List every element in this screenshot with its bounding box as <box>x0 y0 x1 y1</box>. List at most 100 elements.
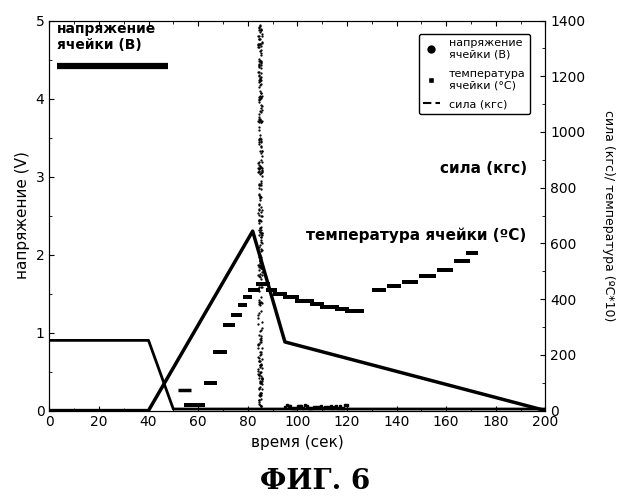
Point <box>255 261 265 269</box>
Point <box>256 208 266 216</box>
Point <box>254 309 264 317</box>
Point <box>256 298 266 306</box>
Point <box>256 138 266 145</box>
Point <box>254 23 264 31</box>
Point <box>254 287 264 295</box>
Point <box>256 271 266 279</box>
Point <box>254 168 264 176</box>
Point <box>254 26 264 34</box>
Point <box>255 92 265 100</box>
Text: напряжение
ячейки (В): напряжение ячейки (В) <box>57 22 156 52</box>
Point <box>255 75 265 83</box>
Point <box>255 264 265 272</box>
Point <box>255 88 265 96</box>
Point <box>256 389 266 397</box>
Point <box>254 60 264 68</box>
Point <box>256 402 266 410</box>
Point <box>254 191 264 199</box>
Point <box>255 357 265 365</box>
Point <box>257 228 267 236</box>
Point <box>255 401 265 409</box>
Point <box>256 158 266 166</box>
Point <box>256 226 266 234</box>
Point <box>255 392 265 400</box>
Point <box>255 272 265 280</box>
Point <box>254 252 264 260</box>
Point <box>254 71 264 79</box>
Point <box>255 378 265 386</box>
Point <box>256 300 266 308</box>
Text: сила (кгс): сила (кгс) <box>440 161 527 176</box>
Point <box>255 369 265 377</box>
Point <box>256 58 266 66</box>
Point <box>256 230 266 237</box>
Point <box>254 180 264 188</box>
Point <box>256 46 266 54</box>
Point <box>253 32 263 40</box>
Point <box>256 379 266 387</box>
Point <box>255 378 265 386</box>
Point <box>254 63 264 71</box>
Point <box>254 126 264 134</box>
Point <box>255 327 265 335</box>
Point <box>256 58 266 66</box>
Point <box>256 92 266 100</box>
Point <box>254 83 264 91</box>
Point <box>256 101 266 109</box>
Point <box>254 400 264 407</box>
Point <box>255 241 265 249</box>
Point <box>253 44 263 52</box>
Point <box>253 35 263 43</box>
Point <box>255 196 265 204</box>
Point <box>256 49 266 57</box>
Point <box>256 104 266 112</box>
Point <box>256 26 266 34</box>
Point <box>255 206 265 214</box>
Point <box>256 307 266 315</box>
Point <box>256 275 266 283</box>
Point <box>256 268 266 276</box>
Point <box>254 226 264 234</box>
Point <box>256 194 266 202</box>
Point <box>256 61 266 69</box>
Point <box>256 149 266 157</box>
Point <box>255 368 265 376</box>
Point <box>254 354 264 362</box>
Point <box>256 94 266 102</box>
Point <box>255 162 265 170</box>
Point <box>256 385 266 393</box>
Point <box>255 56 265 64</box>
Point <box>255 76 265 84</box>
Point <box>256 348 266 356</box>
Text: температура ячейки (ºC): температура ячейки (ºC) <box>306 228 527 243</box>
Point <box>256 284 266 292</box>
Point <box>253 280 263 287</box>
Point <box>254 72 264 80</box>
Point <box>253 372 263 380</box>
Point <box>254 243 264 251</box>
Point <box>255 82 265 90</box>
Point <box>256 89 266 97</box>
Point <box>255 228 265 236</box>
Point <box>255 162 265 170</box>
Point <box>255 140 265 148</box>
Point <box>256 118 266 126</box>
Point <box>257 380 267 388</box>
Point <box>256 224 266 232</box>
Point <box>255 22 265 30</box>
Point <box>253 365 263 373</box>
Point <box>256 350 266 358</box>
Point <box>255 266 265 274</box>
Point <box>253 40 263 48</box>
Point <box>255 28 265 36</box>
Point <box>255 34 265 42</box>
Point <box>255 158 265 166</box>
Point <box>255 170 265 177</box>
Point <box>256 283 266 291</box>
Point <box>255 115 265 123</box>
Point <box>255 301 265 309</box>
Point <box>255 40 265 48</box>
Point <box>255 47 265 55</box>
Point <box>256 231 266 239</box>
Point <box>256 360 266 368</box>
